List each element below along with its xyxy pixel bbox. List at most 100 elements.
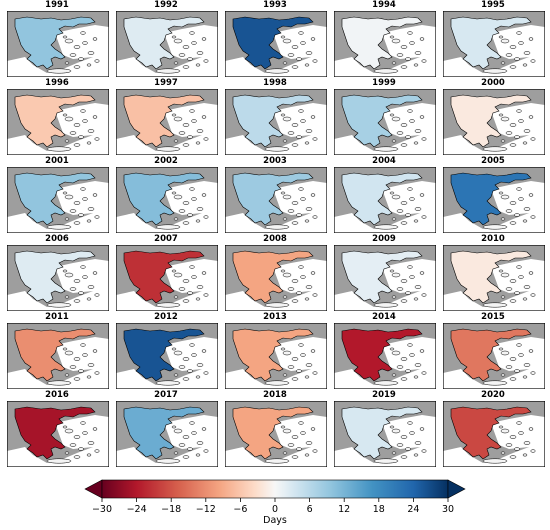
island <box>298 187 304 191</box>
island <box>413 219 419 223</box>
island <box>87 285 95 289</box>
island <box>409 197 415 201</box>
island <box>171 425 177 429</box>
panel-title: 2019 <box>372 390 396 400</box>
map-panel-1993: 1993 <box>223 0 327 78</box>
panel-frame <box>7 401 109 467</box>
sea-area <box>443 103 545 155</box>
sea-area <box>7 337 109 389</box>
colorbar-tick-label: −18 <box>161 504 181 515</box>
island <box>291 377 299 381</box>
island <box>64 373 70 377</box>
island <box>509 279 517 283</box>
island <box>298 31 304 35</box>
island <box>287 443 295 447</box>
sea-area <box>334 259 436 311</box>
panel-title: 2010 <box>481 234 505 244</box>
map-panel-1994: 1994 <box>332 0 436 78</box>
map-panel-1999: 1999 <box>332 78 436 156</box>
island <box>528 349 534 353</box>
island <box>191 119 197 123</box>
island <box>296 213 302 217</box>
island <box>291 45 299 49</box>
island <box>182 221 190 225</box>
island <box>189 343 195 347</box>
island <box>389 113 395 117</box>
island <box>516 109 522 113</box>
island <box>82 353 88 357</box>
panel-title: 2009 <box>372 234 396 244</box>
island <box>291 201 299 205</box>
island <box>509 357 517 361</box>
map-panel-2013: 2013 <box>223 312 327 390</box>
island <box>182 299 190 303</box>
map-panel-2016: 2016 <box>5 390 109 468</box>
sea-area <box>443 181 545 233</box>
greece-map-1997 <box>116 89 218 155</box>
island <box>373 302 399 308</box>
panel-frame <box>334 245 436 311</box>
island <box>509 299 517 303</box>
island <box>182 45 190 49</box>
island <box>400 455 408 459</box>
island <box>409 119 415 123</box>
colorbar: −30 −24 −18 −12 −6 0 6 12 18 24 30 <box>84 479 466 515</box>
greece-mainland <box>14 328 96 382</box>
island <box>282 373 288 377</box>
greece-map-2010 <box>443 245 545 311</box>
island <box>264 68 290 74</box>
island <box>500 217 506 221</box>
map-panel-1991: 1991 <box>5 0 109 78</box>
island <box>500 350 510 356</box>
panel-title: 1997 <box>154 78 178 88</box>
island <box>73 279 81 283</box>
island <box>300 431 306 435</box>
island <box>514 291 520 295</box>
sea-area <box>7 181 109 233</box>
sea-area <box>7 415 109 467</box>
island <box>178 287 186 291</box>
greece-map-2014 <box>334 323 436 389</box>
island <box>482 302 508 308</box>
panel-title: 2012 <box>154 312 178 322</box>
island <box>312 137 318 141</box>
island <box>173 194 183 200</box>
sea-area <box>225 259 327 311</box>
island <box>73 299 81 303</box>
island <box>264 458 290 464</box>
island <box>203 59 209 63</box>
island <box>62 347 68 351</box>
island <box>73 377 81 381</box>
island <box>46 458 72 464</box>
island <box>69 209 77 213</box>
map-panel-1995: 1995 <box>441 0 545 78</box>
island <box>522 453 528 457</box>
panel-frame <box>334 167 436 233</box>
island <box>182 279 190 283</box>
greece-mainland <box>450 94 532 148</box>
island <box>189 421 195 425</box>
island <box>522 63 528 67</box>
island <box>80 265 86 269</box>
island <box>92 115 98 119</box>
island <box>405 213 411 217</box>
island <box>391 428 401 434</box>
island <box>201 115 207 119</box>
island <box>305 51 313 55</box>
island <box>196 129 204 133</box>
greece-mainland <box>123 94 205 148</box>
island <box>409 431 415 435</box>
panel-title: 1995 <box>481 0 505 10</box>
island <box>191 431 197 435</box>
island <box>203 137 209 141</box>
island <box>421 215 427 219</box>
sea-area <box>334 103 436 155</box>
island <box>191 275 197 279</box>
greece-map-2015 <box>443 323 545 389</box>
island <box>391 38 401 44</box>
island <box>413 297 419 301</box>
island <box>173 350 183 356</box>
island <box>182 123 190 127</box>
island <box>46 146 72 152</box>
greece-mainland <box>232 406 314 460</box>
